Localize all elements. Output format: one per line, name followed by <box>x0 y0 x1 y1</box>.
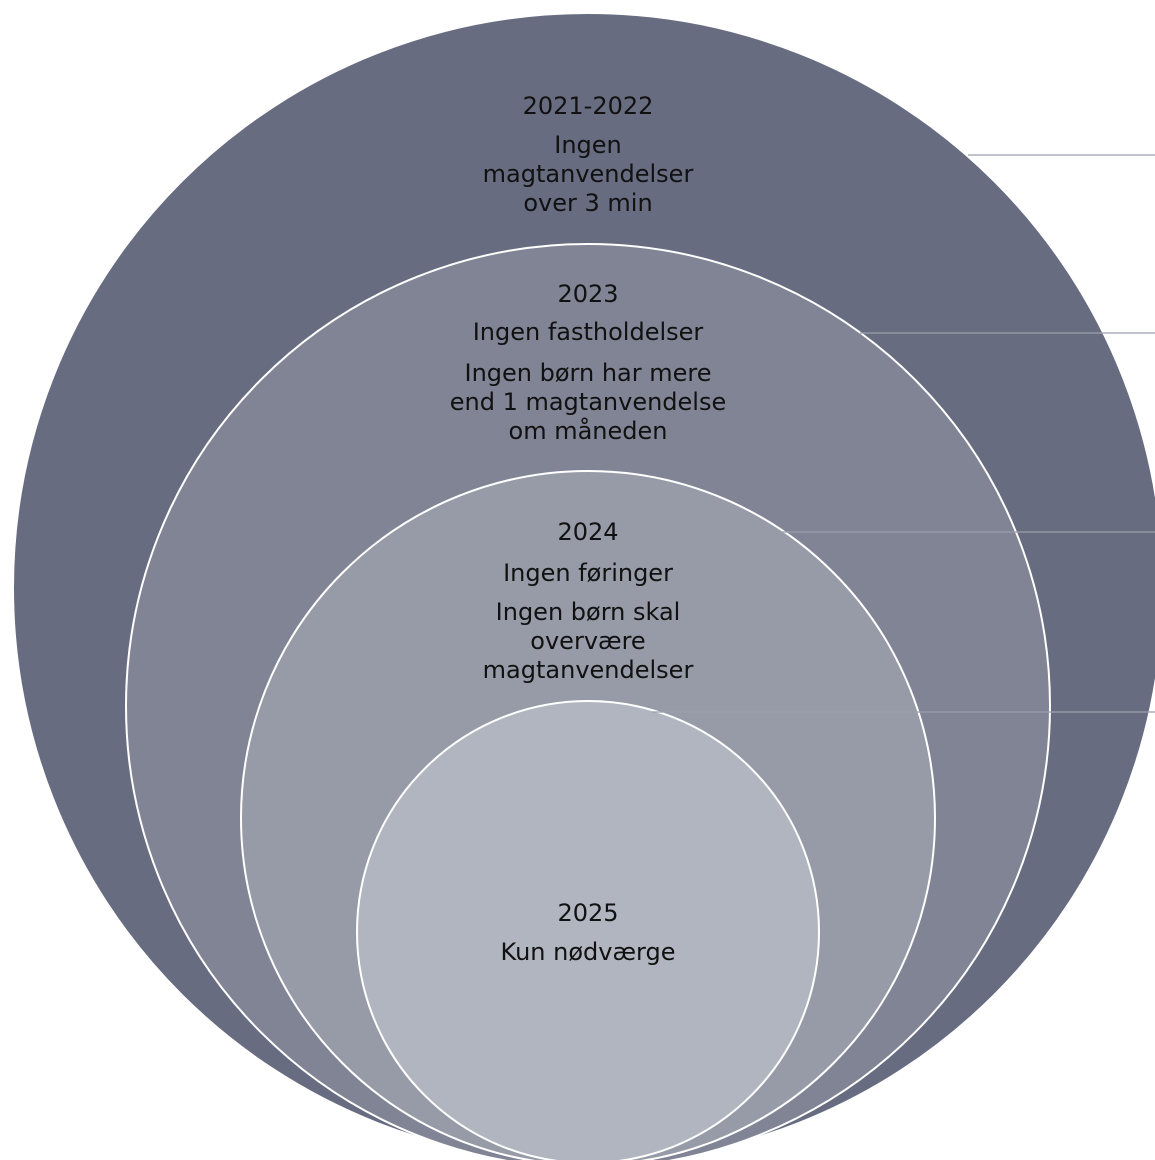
ring-2021-2022-line-1: Ingen <box>554 131 622 159</box>
ring-2024-line-1: Ingen føringer <box>503 559 673 587</box>
ring-2024-line-2: Ingen børn skal <box>496 598 681 626</box>
ring-2024-line-4: magtanvendelser <box>483 656 694 684</box>
ring-2023-line-4: om måneden <box>509 416 668 445</box>
ring-2025-circle <box>356 700 820 1160</box>
ring-2023-line-2: Ingen børn har mere <box>465 359 712 387</box>
ring-2021-2022-line-3: over 3 min <box>523 189 652 217</box>
ring-2023-line-3: end 1 magtanvendelse <box>450 388 727 416</box>
ring-2021-2022-line-2: magtanvendelser <box>483 160 694 188</box>
ring-2021-2022-year: 2021-2022 <box>523 92 654 120</box>
ring-2024-line-3: overvære <box>530 627 645 655</box>
ring-2024-year: 2024 <box>557 518 618 546</box>
ring-2025-line-1: Kun nødværge <box>501 938 676 966</box>
ring-2023-year: 2023 <box>557 280 618 308</box>
ring-2025-year: 2025 <box>557 899 618 927</box>
ring-2023-line-1: Ingen fastholdelser <box>473 318 704 346</box>
